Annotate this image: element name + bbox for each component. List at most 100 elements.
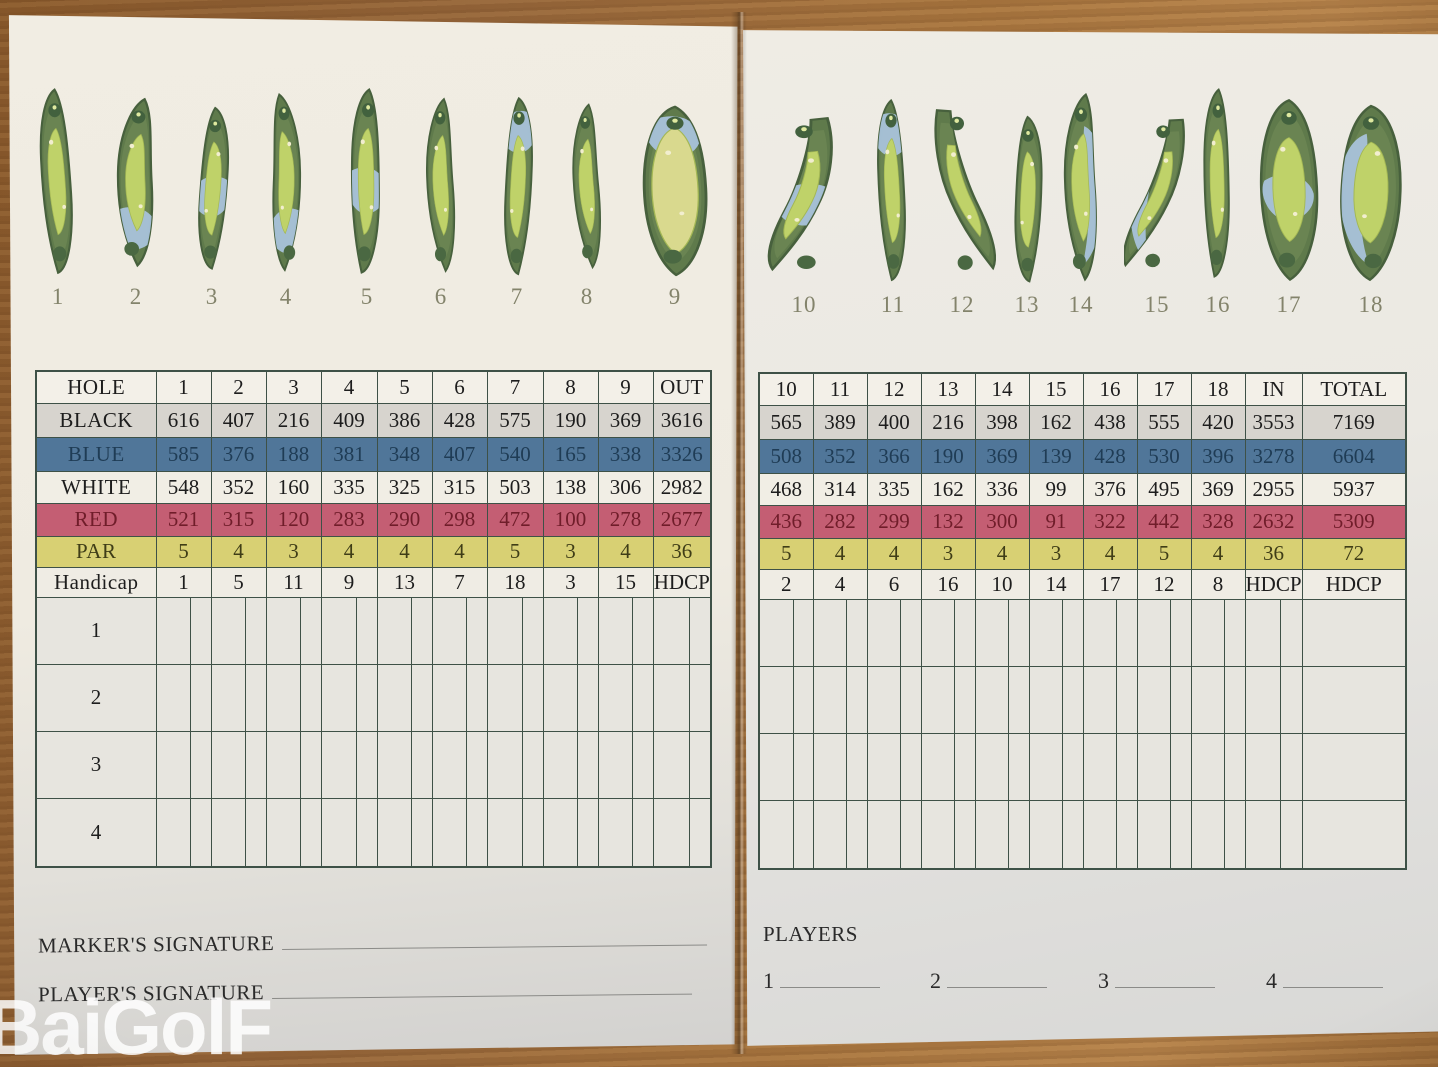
par-value-cell: 4 [376, 535, 433, 568]
hdcp-value-cell: 17 [1082, 568, 1138, 600]
par-value-cell: 5 [758, 537, 814, 570]
blue-value-cell: 369 [974, 438, 1030, 474]
score-cell-empty [920, 799, 976, 870]
score-cell-empty [542, 663, 599, 732]
par-value-cell: 3 [265, 535, 322, 568]
par-value-cell: 4 [320, 535, 378, 568]
blue-value-cell: 165 [542, 436, 599, 472]
score-cell-empty [974, 598, 1030, 667]
score-cell-empty [1136, 665, 1192, 734]
score-cell-empty [920, 732, 976, 801]
white-value-cell: 503 [486, 470, 544, 504]
column-header: TOTAL [1301, 372, 1407, 406]
column-header: 2 [210, 370, 267, 404]
par-value-cell: 4 [974, 537, 1030, 570]
score-cell-empty [155, 730, 212, 799]
score-cell-empty [155, 797, 212, 868]
score-cell-empty [920, 598, 976, 667]
player-4-line: 4 [1266, 968, 1383, 994]
black-value-cell: 407 [210, 402, 267, 438]
black-value-cell: 616 [155, 402, 212, 438]
score-cell-empty [1028, 732, 1084, 801]
white-value-cell: 2982 [652, 470, 712, 504]
tee-row-label-white: WHITE [35, 470, 157, 504]
hdcp-value-cell: 18 [486, 566, 544, 598]
black-value-cell: 555 [1136, 404, 1192, 440]
hdcp-value-cell: 3 [542, 566, 599, 598]
hole-map-18 [1332, 98, 1410, 291]
hole-number-label: 18 [1358, 292, 1384, 317]
score-cell-empty [812, 732, 868, 801]
score-cell-empty [758, 799, 814, 870]
hdcp-value-cell: 14 [1028, 568, 1084, 600]
hdcp-value-cell: 8 [1190, 568, 1246, 600]
score-cell-empty [431, 730, 488, 799]
hdcp-value-cell: 1 [155, 566, 212, 598]
score-cell-empty [866, 598, 922, 667]
baigolf-watermark: BaiGolF [0, 983, 273, 1067]
score-cell-empty [320, 596, 378, 665]
par-value-cell: 4 [812, 537, 868, 570]
white-value-cell: 325 [376, 470, 433, 504]
score-cell-empty [155, 663, 212, 732]
column-header: 12 [866, 372, 922, 406]
hdcp-value-cell: 4 [812, 568, 868, 600]
par-value-cell: 72 [1301, 537, 1407, 570]
hdcp-value-cell: HDCP [1301, 568, 1407, 600]
black-value-cell: 3553 [1244, 404, 1303, 440]
score-cell-empty [866, 799, 922, 870]
blue-value-cell: 352 [812, 438, 868, 474]
player-row-label: 4 [35, 797, 157, 868]
hole-number-label: 17 [1276, 292, 1302, 317]
hdcp-value-cell: HDCP [1244, 568, 1303, 600]
hole-number-label: 3 [205, 284, 219, 309]
score-cell-empty [486, 596, 544, 665]
column-header: OUT [652, 370, 712, 404]
score-cell-empty [155, 596, 212, 665]
white-value-cell: 468 [758, 472, 814, 506]
player-row-label: 2 [35, 663, 157, 732]
score-cell-empty [542, 730, 599, 799]
hole-map-6 [416, 93, 466, 284]
white-value-cell: 495 [1136, 472, 1192, 506]
front_nine-table: HOLE 1 2 3 4 5 6 7 8 9 OUT BLACK 616 407 216 409 386 428 5… [35, 370, 712, 868]
red-value-cell: 120 [265, 502, 322, 537]
hole-number-label: 15 [1144, 292, 1170, 317]
column-header: 4 [320, 370, 378, 404]
red-value-cell: 2677 [652, 502, 712, 537]
column-header: 14 [974, 372, 1030, 406]
player-3-number: 3 [1098, 968, 1109, 993]
blue-value-cell: 530 [1136, 438, 1192, 474]
black-value-cell: 398 [974, 404, 1030, 440]
par-value-cell: 3 [542, 535, 599, 568]
hole-map-15 [1122, 108, 1190, 289]
score-cell-empty [210, 730, 267, 799]
red-value-cell: 5309 [1301, 504, 1407, 539]
score-cell-empty [652, 596, 712, 665]
score-cell-empty [1082, 732, 1138, 801]
hole-number-label: 8 [580, 284, 594, 309]
hole-number-label: 2 [129, 284, 143, 309]
tee-row-label-par: PAR [35, 535, 157, 568]
hole-map-16 [1192, 84, 1244, 289]
player-1-number: 1 [763, 968, 774, 993]
score-cell-empty [486, 797, 544, 868]
par-value-cell: 3 [1028, 537, 1084, 570]
red-value-cell: 299 [866, 504, 922, 539]
par-value-cell: 5 [1136, 537, 1192, 570]
score-cell-empty [1190, 732, 1246, 801]
red-value-cell: 328 [1190, 504, 1246, 539]
hole-map-8 [563, 99, 611, 280]
hole-number-label: 4 [279, 284, 293, 309]
black-value-cell: 7169 [1301, 404, 1407, 440]
player-3-line: 3 [1098, 968, 1215, 994]
score-cell-empty [812, 665, 868, 734]
hole-number-label: 6 [434, 284, 448, 309]
blue-value-cell: 348 [376, 436, 433, 472]
tee-row-label-red: RED [35, 502, 157, 537]
blue-value-cell: 585 [155, 436, 212, 472]
score-cell-empty [431, 797, 488, 868]
black-value-cell: 428 [431, 402, 488, 438]
hdcp-value-cell: 16 [920, 568, 976, 600]
par-value-cell: 36 [652, 535, 712, 568]
